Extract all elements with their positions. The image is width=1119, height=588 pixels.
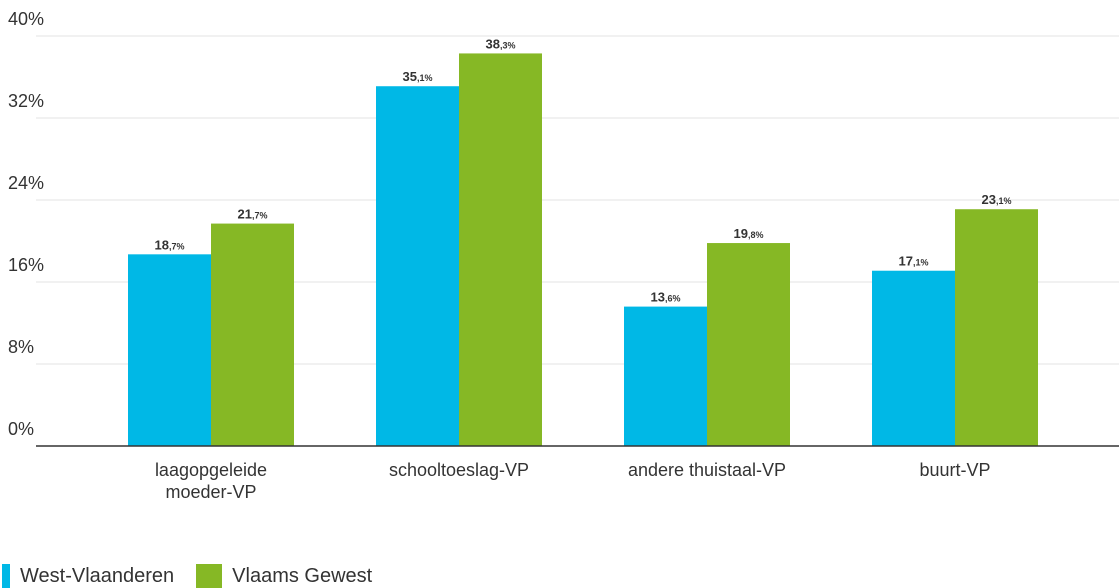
data-label-integer: 13	[651, 290, 665, 305]
data-label-integer: 23	[982, 192, 996, 207]
legend: West-Vlaanderen Vlaams Gewest	[2, 564, 394, 588]
bar	[707, 243, 790, 446]
data-label-integer: 18	[155, 237, 169, 252]
data-label: 18,7%	[155, 237, 185, 252]
data-label: 35,1%	[403, 69, 433, 84]
data-label: 23,1%	[982, 192, 1012, 207]
data-label-decimal: ,1%	[996, 196, 1012, 206]
data-label-integer: 19	[734, 226, 748, 241]
y-axis-ticks: 0% 8% 16% 24% 32% 40%	[8, 9, 44, 439]
y-tick-label: 8%	[8, 337, 34, 357]
bar	[211, 223, 294, 446]
y-tick-label: 32%	[8, 91, 44, 111]
x-category-line: laagopgeleide	[155, 460, 267, 480]
bar	[376, 86, 459, 446]
data-label-decimal: ,3%	[500, 40, 516, 50]
data-label-decimal: ,6%	[665, 294, 681, 304]
y-tick-label: 0%	[8, 419, 34, 439]
data-label-decimal: ,8%	[748, 230, 764, 240]
bar	[128, 254, 211, 446]
bar	[955, 209, 1038, 446]
data-label-integer: 35	[403, 69, 417, 84]
y-tick-label: 40%	[8, 9, 44, 29]
data-label-integer: 17	[899, 254, 913, 269]
x-category-label: laagopgeleide moeder-VP	[155, 460, 267, 502]
legend-item-vlaams-gewest: Vlaams Gewest	[196, 564, 372, 588]
legend-swatch-west-vlaanderen	[2, 564, 10, 588]
bar	[624, 306, 707, 446]
data-label: 38,3%	[486, 36, 516, 51]
bar	[459, 53, 542, 447]
bar	[872, 270, 955, 446]
data-label-integer: 38	[486, 36, 500, 51]
legend-item-west-vlaanderen: West-Vlaanderen	[2, 564, 174, 588]
data-label-decimal: ,7%	[169, 241, 185, 251]
x-category-line: schooltoeslag-VP	[389, 460, 529, 480]
data-label-decimal: ,1%	[913, 258, 929, 268]
data-labels: 18,7%21,7%35,1%38,3%13,6%19,8%17,1%23,1%	[155, 36, 1012, 304]
data-label: 19,8%	[734, 226, 764, 241]
y-tick-label: 16%	[8, 255, 44, 275]
legend-swatch-vlaams-gewest	[196, 564, 223, 588]
data-label: 21,7%	[238, 207, 268, 222]
bar-chart: 0%8%16%24%32%40% 18,7%21,7%35,1%38,3%13,…	[8, 9, 1119, 502]
x-category-line: andere thuistaal-VP	[628, 460, 786, 480]
x-category-label: schooltoeslag-VP	[389, 460, 529, 480]
legend-label-vlaams-gewest: Vlaams Gewest	[232, 564, 373, 587]
data-label: 17,1%	[899, 254, 929, 269]
data-label-decimal: ,1%	[417, 73, 433, 83]
data-label: 13,6%	[651, 290, 681, 305]
y-tick-label: 24%	[8, 173, 44, 193]
x-category-label: andere thuistaal-VP	[628, 460, 786, 480]
x-axis-categories: laagopgeleide moeder-VP schooltoeslag-VP an…	[155, 460, 991, 502]
x-category-line: moeder-VP	[165, 482, 256, 502]
data-label-integer: 21	[238, 207, 252, 222]
legend-label-west-vlaanderen: West-Vlaanderen	[20, 564, 175, 587]
bars	[128, 53, 1038, 447]
x-category-line: buurt-VP	[919, 460, 990, 480]
x-category-label: buurt-VP	[919, 460, 990, 480]
data-label-decimal: ,7%	[252, 211, 268, 221]
